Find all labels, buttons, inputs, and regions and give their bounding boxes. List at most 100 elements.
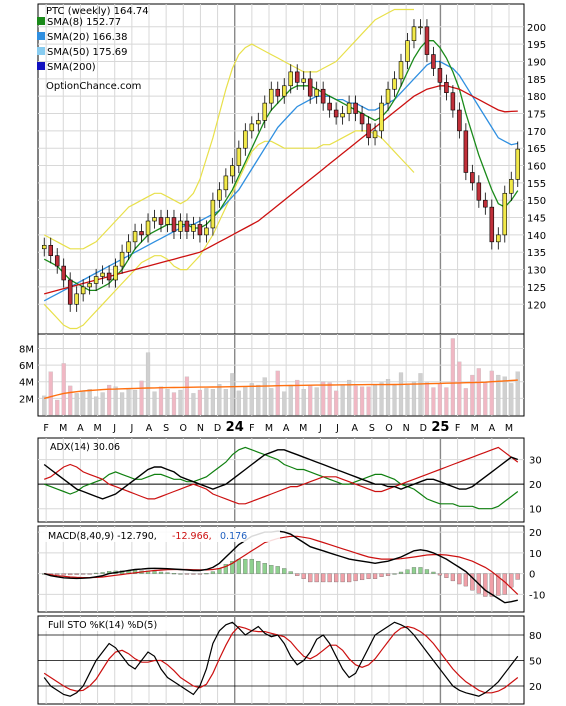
adx-line bbox=[43, 449, 519, 500]
macd-hist-bar bbox=[385, 573, 391, 576]
price-y-ticks: 120 125 130 135 140 145 150 155 160 165 170 175 180 1… bbox=[527, 23, 546, 311]
volume-panel-frame bbox=[37, 333, 525, 417]
volume-bar bbox=[249, 383, 254, 416]
chart-source: OptionChance.com bbox=[46, 81, 141, 92]
volume-bar bbox=[496, 374, 501, 416]
candle-body bbox=[236, 147, 242, 166]
legend-swatch bbox=[37, 32, 45, 40]
candle-body bbox=[132, 231, 138, 243]
adx-tick-label: 10 bbox=[529, 505, 542, 516]
month-tick-label: M bbox=[505, 423, 513, 434]
month-tick-label: 24 bbox=[226, 420, 244, 435]
macd-hist-bar bbox=[295, 573, 300, 576]
candle-body bbox=[366, 123, 371, 139]
volume-bar bbox=[418, 373, 423, 416]
candle-body bbox=[54, 255, 60, 267]
volume-bar bbox=[139, 380, 144, 416]
volume-y-ticks: 8M 6M 4M 2M bbox=[19, 344, 34, 405]
volume-bar bbox=[204, 388, 209, 416]
legend-swatch bbox=[37, 62, 45, 70]
volume-bar bbox=[301, 389, 306, 416]
volume-bar bbox=[217, 384, 222, 416]
volume-bar bbox=[392, 384, 397, 416]
macd-series bbox=[43, 530, 519, 604]
month-tick-label: D bbox=[420, 423, 427, 434]
chart-title: PTC (weekly) 164.74 bbox=[46, 6, 149, 17]
candle-body bbox=[217, 189, 222, 201]
macd-line bbox=[43, 530, 518, 604]
month-tick-label: M bbox=[93, 423, 101, 434]
bollinger-upper-line bbox=[43, 8, 414, 250]
candle-body bbox=[210, 199, 216, 229]
macd-hist-bar bbox=[418, 567, 423, 574]
candle-body bbox=[307, 78, 313, 97]
macd-hist-bar bbox=[509, 573, 514, 588]
volume-bar bbox=[68, 385, 73, 416]
macd-hist-bar bbox=[405, 569, 410, 574]
volume-bar bbox=[457, 361, 462, 416]
volume-bar bbox=[470, 374, 475, 416]
volume-bar bbox=[107, 384, 112, 416]
legend-label: SMA(20) 166.38 bbox=[47, 32, 128, 43]
volume-bar bbox=[372, 384, 378, 416]
adx-panel-frame bbox=[37, 437, 525, 523]
macd-hist-bar bbox=[437, 573, 443, 576]
adx-label: ADX(14) 30.06 bbox=[50, 442, 120, 453]
macd-hist-bar bbox=[379, 573, 384, 577]
volume-bar bbox=[385, 379, 391, 416]
candle-body bbox=[158, 217, 164, 225]
macd-hist-bar bbox=[68, 573, 73, 576]
month-tick-label: S bbox=[369, 423, 375, 434]
sto-label: Full STO %K(14) %D(5) bbox=[48, 620, 157, 631]
volume-bar bbox=[334, 390, 339, 416]
sto-tick-label: 50 bbox=[529, 657, 542, 668]
candle-body bbox=[320, 88, 326, 104]
candle-body bbox=[126, 241, 131, 253]
macd-hist-bar bbox=[450, 573, 455, 582]
price-tick-label: 195 bbox=[527, 40, 546, 51]
candle-body bbox=[411, 26, 417, 41]
macd-hist-bar bbox=[489, 573, 494, 597]
candle-body bbox=[372, 130, 378, 139]
macd-hist-bar bbox=[191, 573, 196, 575]
candle-body bbox=[314, 88, 319, 97]
macd-hist-bar bbox=[334, 573, 339, 583]
candle-body bbox=[470, 172, 475, 184]
volume-bar bbox=[236, 390, 241, 416]
candle-body bbox=[379, 102, 384, 132]
candle-body bbox=[444, 81, 449, 94]
macd-hist-bar bbox=[55, 573, 60, 575]
macd-tick-label: -10 bbox=[529, 590, 545, 601]
macd-hist-bar bbox=[61, 573, 66, 576]
macd-hist-bar bbox=[269, 565, 274, 574]
volume-bar bbox=[288, 384, 293, 416]
macd-hist-bar bbox=[87, 573, 92, 575]
price-panel: 120 125 130 135 140 145 150 155 160 165 170 175 180 1… bbox=[37, 3, 546, 335]
sto-panel: 20 50 80 Full STO %K(14) %D(5) bbox=[37, 615, 542, 705]
volume-bar bbox=[113, 386, 118, 416]
macd-hist-bar bbox=[282, 568, 287, 574]
candle-body bbox=[450, 92, 456, 111]
macd-y-ticks: -10 0 10 20 bbox=[529, 528, 545, 601]
candle-body bbox=[431, 54, 436, 69]
macd-hist-bar bbox=[424, 569, 430, 574]
volume-bar bbox=[100, 392, 105, 416]
volume-bar bbox=[165, 389, 170, 416]
macd-signal-line bbox=[44, 535, 519, 595]
month-tick-label: O bbox=[180, 423, 187, 434]
volume-bar bbox=[178, 389, 183, 416]
legend-swatch bbox=[37, 47, 45, 55]
volume-bar bbox=[321, 381, 326, 416]
candle-body bbox=[93, 276, 99, 284]
volume-bar bbox=[230, 373, 235, 416]
macd-hist-bar bbox=[204, 573, 209, 575]
legend-label: SMA(8) 152.77 bbox=[47, 17, 121, 28]
volume-bar bbox=[61, 363, 66, 416]
macd-hist-bar bbox=[353, 573, 358, 582]
volume-tick-label: 4M bbox=[19, 378, 34, 389]
candle-body bbox=[139, 231, 144, 236]
volume-bar bbox=[424, 382, 430, 416]
month-tick-label: N bbox=[403, 423, 410, 434]
candle-body bbox=[301, 78, 306, 83]
macd-hist-bar bbox=[308, 573, 313, 583]
